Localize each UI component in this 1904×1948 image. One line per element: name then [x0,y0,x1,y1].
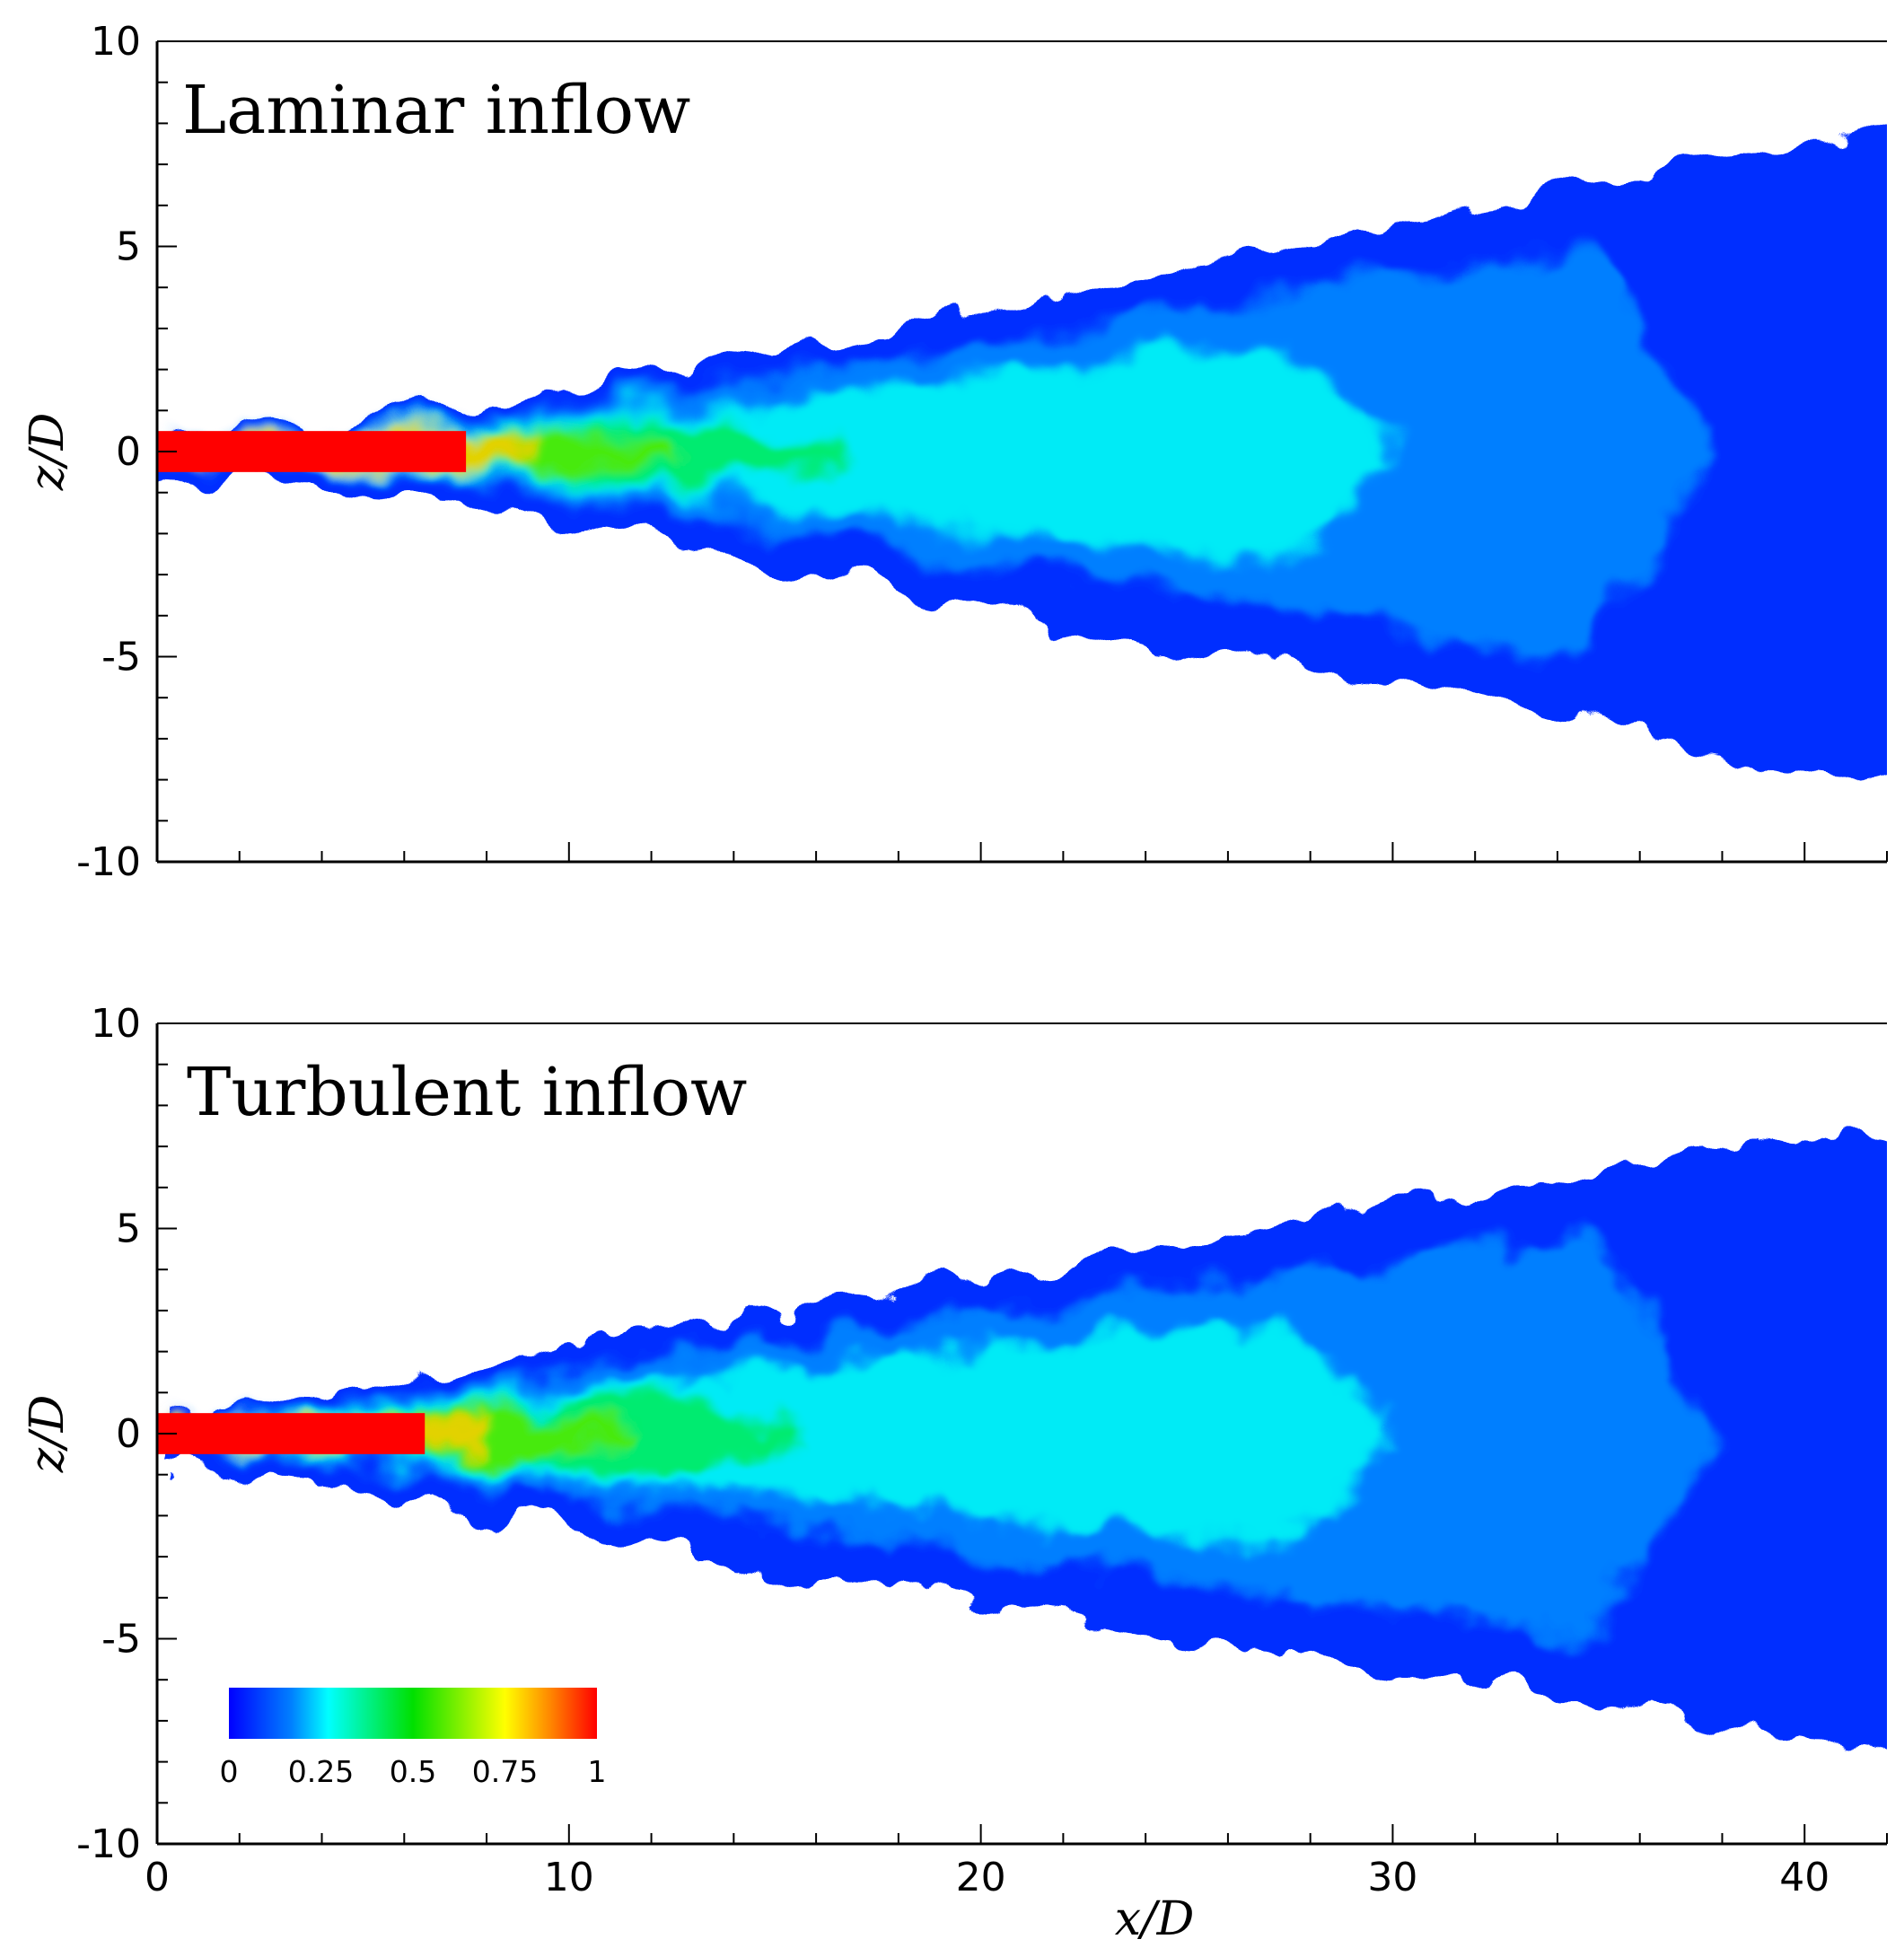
y-tick-label: 5 [116,224,141,270]
x-tick-label: 20 [956,1855,1006,1900]
panel-title-turbulent: Turbulent inflow [187,1054,747,1131]
x-axis-label: x/D [1115,1892,1195,1946]
y-tick-label: 10 [91,19,141,65]
y-tick-label: 0 [116,429,141,475]
y-tick-label: 5 [116,1207,141,1252]
panel-title-laminar: Laminar inflow [182,72,690,149]
x-tick-label: 40 [1779,1855,1829,1900]
y-tick-label: -5 [101,1617,141,1663]
colorbar-tick-label: 0.25 [288,1754,354,1789]
panel-laminar: -10 -5 0 5 10 Laminar inflow z/D [21,19,1888,885]
scalar-field-laminar [157,129,1887,786]
x-tick-label: 10 [544,1855,594,1900]
y-axis-label-turbulent: z/D [21,1395,75,1474]
colorbar-tick-label: 1 [588,1754,607,1789]
y-axis-label-laminar: z/D [21,413,75,492]
colorbar-tick-label: 0.75 [472,1754,538,1789]
colorbar-tick-label: 0.5 [390,1754,436,1789]
y-tick-label: -10 [76,1821,141,1867]
y-tick-label: -5 [101,635,141,680]
y-tick-label: 0 [116,1411,141,1457]
scalar-field-turbulent [157,1123,1887,1756]
potential-core [157,1413,426,1454]
x-tick-label: 30 [1367,1855,1417,1900]
colorbar-gradient [229,1688,597,1739]
axes-laminar: -10 -5 0 5 10 [76,19,1888,885]
x-tick-label: 0 [145,1855,170,1900]
y-tick-label: -10 [76,839,141,885]
colorbar: 0 0.25 0.5 0.75 1 [220,1688,607,1789]
colorbar-tick-label: 0 [220,1754,239,1789]
y-tick-label: 10 [91,1001,141,1047]
potential-core [157,431,467,472]
